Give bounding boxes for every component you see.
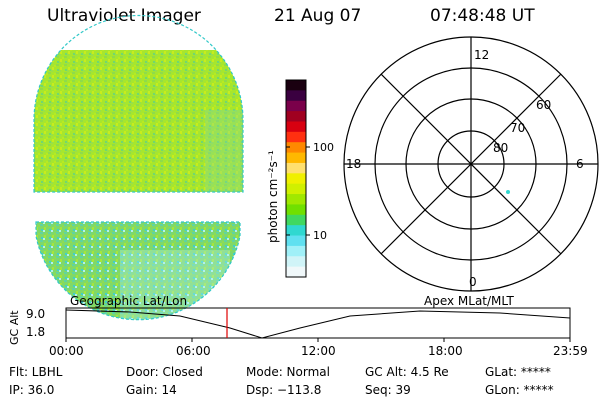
status-door: Door: Closed bbox=[126, 365, 203, 379]
colorbar-swatch bbox=[286, 225, 306, 237]
mlt-label-12: 12 bbox=[474, 48, 490, 62]
lat-label-70: 70 bbox=[510, 121, 526, 135]
mlt-label-0: 0 bbox=[469, 275, 477, 289]
timeline-xtick-1800: 18:00 bbox=[428, 344, 463, 358]
timeline-xtick-0600: 06:00 bbox=[176, 344, 211, 358]
lat-label-60: 60 bbox=[536, 98, 552, 112]
colorbar-swatch bbox=[286, 80, 306, 91]
colorbar-swatch bbox=[286, 256, 306, 268]
status-seq: Seq: 39 bbox=[365, 383, 411, 397]
mlt-label-6: 6 bbox=[576, 157, 584, 171]
colorbar-swatch bbox=[286, 131, 306, 143]
colorbar-tick-10: 10 bbox=[313, 229, 327, 242]
mlt-line-diag-b bbox=[380, 73, 562, 255]
timeline-xtick-1200: 12:00 bbox=[301, 344, 336, 358]
auroral-spot bbox=[506, 190, 510, 194]
timeline-right-label: Apex MLat/MLT bbox=[424, 294, 514, 308]
colorbar-swatch bbox=[286, 194, 306, 206]
status-glon: GLon: ***** bbox=[485, 383, 554, 397]
colorbar-swatch bbox=[286, 162, 306, 174]
altitude-curve bbox=[65, 309, 571, 339]
lat-label-80: 80 bbox=[493, 141, 509, 155]
status-gc-alt: GC Alt: 4.5 Re bbox=[365, 365, 449, 379]
colorbar-tick-100: 100 bbox=[313, 141, 334, 154]
earth-upper-image bbox=[34, 50, 243, 192]
timeline-xtick-2359: 23:59 bbox=[553, 344, 588, 358]
colorbar-swatch bbox=[286, 266, 306, 278]
colorbar-swatch bbox=[286, 111, 306, 123]
colorbar-swatch bbox=[286, 90, 306, 102]
colorbar-swatch bbox=[286, 121, 306, 133]
timeline-ytick-high: 9.0 bbox=[26, 307, 46, 321]
colorbar-swatch bbox=[286, 235, 306, 247]
status-ip: IP: 36.0 bbox=[9, 383, 55, 397]
timeline-left-label: Geographic Lat/Lon bbox=[70, 294, 188, 308]
colorbar-swatch bbox=[286, 183, 306, 195]
date-label: 21 Aug 07 bbox=[274, 6, 362, 26]
colorbar-swatch bbox=[286, 100, 306, 112]
colorbar-swatch bbox=[286, 204, 306, 216]
colorbar-swatch bbox=[286, 152, 306, 164]
colorbar-swatch bbox=[286, 245, 306, 257]
time-label: 07:48:48 UT bbox=[430, 6, 535, 26]
status-glat: GLat: ***** bbox=[485, 365, 551, 379]
status-mode: Mode: Normal bbox=[246, 365, 330, 379]
colorbar-swatch bbox=[286, 214, 306, 226]
colorbar-swatch bbox=[286, 142, 306, 154]
status-filter: Flt: LBHL bbox=[9, 365, 63, 379]
colorbar-swatch bbox=[286, 173, 306, 185]
colorbar-gradient bbox=[286, 80, 306, 278]
status-dsp: Dsp: −113.8 bbox=[246, 383, 322, 397]
status-gain: Gain: 14 bbox=[126, 383, 177, 397]
timeline-ytick-low: 1.8 bbox=[26, 325, 46, 339]
timeline-xtick-0000: 00:00 bbox=[49, 344, 84, 358]
mlt-label-18: 18 bbox=[346, 157, 362, 171]
